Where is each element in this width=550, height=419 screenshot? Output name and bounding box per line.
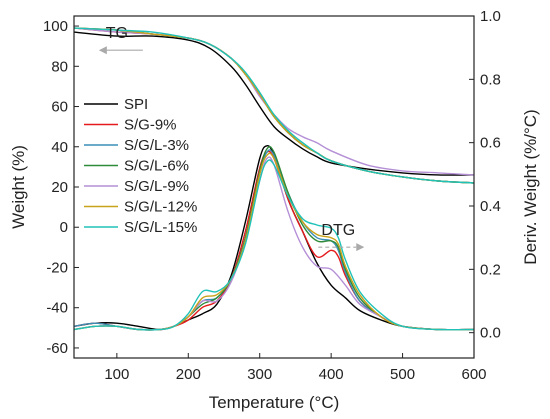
y-left-tick-label: 100 bbox=[43, 18, 68, 35]
legend-label-s-g-9: S/G-9% bbox=[124, 117, 177, 134]
annotation-arrowhead-tg bbox=[98, 46, 107, 55]
legend: SPI S/G-9% S/G/L-3% S/G/L-6% S/G/L-9% S/G/L-1… bbox=[84, 96, 197, 236]
legend-label-s-g-l-3: S/G/L-3% bbox=[124, 137, 189, 154]
y-right-tick-label: 0.2 bbox=[480, 261, 501, 278]
y-axis-right-title: Deriv. Weight (%/°C) bbox=[521, 109, 540, 264]
y-axis-left-title: Weight (%) bbox=[9, 145, 28, 229]
y-left-tick-label: -60 bbox=[46, 340, 68, 357]
y-left-tick-label: 40 bbox=[51, 139, 68, 156]
y-left-tick-label: -40 bbox=[46, 300, 68, 317]
x-tick-label: 500 bbox=[390, 366, 415, 383]
series-layer bbox=[74, 27, 474, 331]
y-left-tick-label: 80 bbox=[51, 58, 68, 75]
x-tick-label: 300 bbox=[247, 366, 272, 383]
annotation-tg: TG bbox=[106, 25, 128, 42]
legend-label-s-g-l-12: S/G/L-12% bbox=[124, 199, 197, 216]
y-right-tick-label: 1.0 bbox=[480, 8, 501, 25]
x-tick-label: 100 bbox=[104, 366, 129, 383]
ticks-layer: 100 200 300 400 500 600 -60 -40 -20 0 20 40 60 80 100 0… bbox=[43, 8, 501, 383]
y-right-tick-label: 0.6 bbox=[480, 135, 501, 152]
y-left-tick-label: 60 bbox=[51, 99, 68, 116]
legend-label-s-g-l-6: S/G/L-6% bbox=[124, 158, 189, 175]
y-left-tick-label: 20 bbox=[51, 179, 68, 196]
legend-label-spi: SPI bbox=[124, 96, 148, 113]
x-tick-label: 400 bbox=[319, 366, 344, 383]
tg-line-s-g-l-15 bbox=[74, 27, 474, 184]
y-left-tick-label: -20 bbox=[46, 259, 68, 276]
x-tick-label: 600 bbox=[461, 366, 486, 383]
y-right-tick-label: 0.4 bbox=[480, 198, 501, 215]
y-right-tick-label: 0.8 bbox=[480, 71, 501, 88]
y-right-tick-label: 0.0 bbox=[480, 325, 501, 342]
annotation-dtg: DTG bbox=[321, 222, 355, 239]
annotation-arrowhead-dtg bbox=[356, 243, 365, 252]
annotations: TG DTG bbox=[98, 25, 365, 252]
y-left-tick-label: 0 bbox=[60, 219, 68, 236]
dtg-line-s-g-l-15 bbox=[74, 159, 474, 331]
legend-label-s-g-l-15: S/G/L-15% bbox=[124, 219, 197, 236]
dtg-line-s-g-l-3 bbox=[74, 149, 474, 331]
x-tick-label: 200 bbox=[176, 366, 201, 383]
x-axis-title: Temperature (°C) bbox=[209, 393, 340, 412]
legend-label-s-g-l-9: S/G/L-9% bbox=[124, 178, 189, 195]
tg-line-spi bbox=[74, 31, 474, 176]
